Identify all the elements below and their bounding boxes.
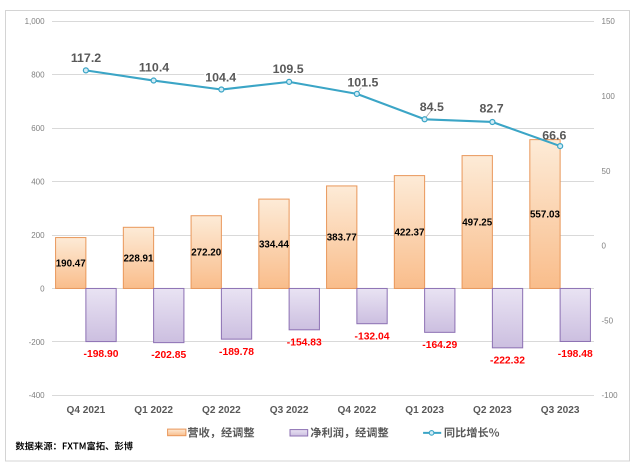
svg-text:104.4: 104.4 bbox=[205, 70, 236, 84]
svg-text:383.77: 383.77 bbox=[327, 233, 358, 244]
svg-text:Q2 2022: Q2 2022 bbox=[202, 405, 241, 416]
svg-text:Q4 2022: Q4 2022 bbox=[338, 405, 377, 416]
svg-text:400: 400 bbox=[31, 177, 45, 186]
svg-text:101.5: 101.5 bbox=[347, 75, 378, 89]
svg-text:-189.78: -189.78 bbox=[219, 347, 254, 358]
svg-text:Q3 2023: Q3 2023 bbox=[541, 405, 580, 416]
svg-text:-198.48: -198.48 bbox=[558, 349, 593, 360]
svg-text:-202.85: -202.85 bbox=[151, 350, 186, 361]
svg-text:Q2 2023: Q2 2023 bbox=[473, 405, 512, 416]
svg-text:110.4: 110.4 bbox=[139, 60, 169, 74]
svg-text:272.20: 272.20 bbox=[191, 248, 222, 259]
svg-text:-400: -400 bbox=[29, 391, 46, 400]
svg-text:190.47: 190.47 bbox=[56, 259, 87, 270]
svg-text:557.03: 557.03 bbox=[530, 210, 561, 221]
svg-text:-222.32: -222.32 bbox=[490, 355, 525, 366]
svg-text:497.25: 497.25 bbox=[462, 218, 493, 229]
svg-text:228.91: 228.91 bbox=[123, 253, 154, 264]
svg-text:84.5: 84.5 bbox=[420, 100, 444, 114]
svg-text:334.44: 334.44 bbox=[259, 239, 290, 250]
svg-text:800: 800 bbox=[31, 71, 45, 80]
svg-text:66.6: 66.6 bbox=[542, 129, 566, 143]
svg-text:117.2: 117.2 bbox=[71, 51, 101, 65]
svg-text:Q3 2022: Q3 2022 bbox=[270, 405, 309, 416]
svg-text:150: 150 bbox=[602, 17, 616, 26]
svg-text:-100: -100 bbox=[602, 391, 619, 400]
svg-text:-154.83: -154.83 bbox=[287, 337, 322, 348]
svg-text:-200: -200 bbox=[29, 338, 46, 347]
svg-text:Q4 2021: Q4 2021 bbox=[67, 405, 106, 416]
svg-text:0: 0 bbox=[40, 284, 45, 293]
svg-text:100: 100 bbox=[602, 92, 616, 101]
svg-text:600: 600 bbox=[31, 124, 45, 133]
svg-text:200: 200 bbox=[31, 231, 45, 240]
svg-text:1,000: 1,000 bbox=[25, 17, 46, 26]
svg-text:-198.90: -198.90 bbox=[84, 349, 119, 360]
svg-text:-164.29: -164.29 bbox=[422, 340, 457, 351]
svg-text:109.5: 109.5 bbox=[273, 62, 304, 76]
svg-text:50: 50 bbox=[602, 167, 611, 176]
svg-text:82.7: 82.7 bbox=[480, 102, 504, 116]
svg-text:422.37: 422.37 bbox=[394, 228, 425, 239]
svg-text:-132.04: -132.04 bbox=[355, 331, 390, 342]
svg-text:Q1 2022: Q1 2022 bbox=[134, 405, 173, 416]
svg-text:-50: -50 bbox=[602, 316, 614, 325]
svg-text:Q1 2023: Q1 2023 bbox=[405, 405, 444, 416]
svg-text:0: 0 bbox=[602, 242, 607, 251]
